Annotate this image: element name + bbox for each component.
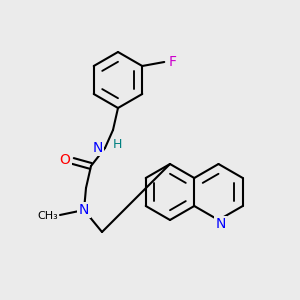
Text: CH₃: CH₃	[37, 211, 58, 221]
Text: N: N	[93, 141, 103, 155]
Text: O: O	[60, 153, 70, 167]
Text: H: H	[112, 139, 122, 152]
Text: N: N	[215, 217, 226, 231]
Text: N: N	[79, 203, 89, 217]
Text: F: F	[168, 55, 176, 69]
